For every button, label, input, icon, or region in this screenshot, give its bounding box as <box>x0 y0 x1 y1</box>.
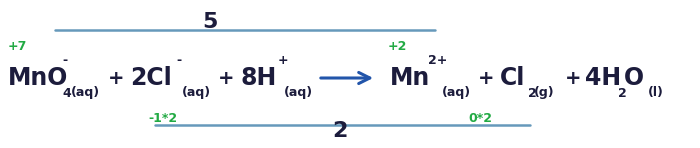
Text: (aq): (aq) <box>71 86 100 99</box>
Text: 2+: 2+ <box>428 54 447 67</box>
Text: 4: 4 <box>62 87 71 100</box>
Text: -: - <box>176 54 181 67</box>
Text: 5: 5 <box>202 12 218 32</box>
Text: 4H: 4H <box>585 66 621 90</box>
Text: (l): (l) <box>648 86 664 99</box>
Text: 2Cl: 2Cl <box>130 66 172 90</box>
Text: +: + <box>278 54 288 67</box>
Text: (aq): (aq) <box>442 86 471 99</box>
Text: +: + <box>218 69 234 87</box>
Text: +: + <box>565 69 582 87</box>
Text: +2: +2 <box>388 40 407 53</box>
Text: O: O <box>624 66 644 90</box>
Text: 2: 2 <box>332 121 348 141</box>
Text: -: - <box>62 54 67 67</box>
Text: 0*2: 0*2 <box>468 112 492 125</box>
Text: +7: +7 <box>8 40 27 53</box>
Text: 2: 2 <box>618 87 626 100</box>
Text: Cl: Cl <box>500 66 526 90</box>
Text: (g): (g) <box>534 86 554 99</box>
Text: +: + <box>478 69 494 87</box>
Text: (aq): (aq) <box>182 86 211 99</box>
Text: 2: 2 <box>528 87 537 100</box>
Text: Mn: Mn <box>390 66 430 90</box>
Text: +: + <box>108 69 125 87</box>
Text: 8H: 8H <box>240 66 276 90</box>
Text: (aq): (aq) <box>284 86 313 99</box>
Text: MnO: MnO <box>8 66 69 90</box>
Text: -1*2: -1*2 <box>148 112 177 125</box>
